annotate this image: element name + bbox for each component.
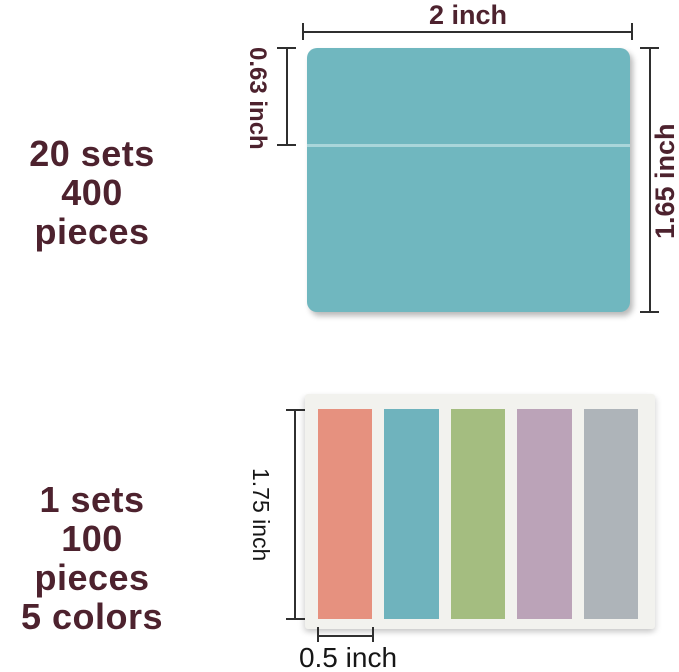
bottom-quantity-line-colors: 5 colors [20, 596, 164, 637]
tab-height-tick-bottom [286, 618, 305, 620]
tab-bar-green [450, 409, 506, 619]
tab-width-tick-left [317, 627, 319, 642]
tab-bar-teal [384, 409, 439, 619]
note-height-tick-bottom [640, 311, 659, 313]
top-quantity-text: 20 sets 400 pieces [0, 134, 184, 251]
note-width-dimension-line [303, 31, 633, 33]
tab-width-dimension-line [318, 635, 374, 637]
note-width-tick-right [631, 23, 633, 40]
tab-color-strip [318, 409, 639, 619]
note-flap-dimension-line [286, 48, 288, 146]
tab-height-tick-top [286, 409, 305, 411]
tab-height-label: 1.75 inch [248, 468, 274, 562]
note-width-tick-left [302, 23, 304, 40]
tab-sheet-illustration [305, 394, 655, 629]
note-flap-tick-bottom [277, 144, 296, 146]
tab-bar-mauve [517, 409, 572, 619]
tab-bar-coral [318, 409, 373, 619]
sticky-note-illustration [307, 48, 630, 312]
note-height-dimension-line [649, 48, 651, 313]
tab-bar-gray [583, 409, 639, 619]
tab-width-label: 0.5 inch [298, 642, 398, 672]
note-flap-height-label: 0.63 inch [244, 46, 271, 150]
note-width-label: 2 inch [428, 0, 508, 30]
tab-width-tick-right [372, 627, 374, 642]
bottom-quantity-text: 1 sets 100 pieces 5 colors [0, 480, 184, 636]
note-fold-line [307, 144, 630, 147]
note-height-label: 1.65 inch [650, 123, 679, 239]
note-height-tick-top [640, 47, 659, 49]
bottom-quantity-line-sets: 1 sets [39, 479, 145, 520]
note-flap-tick-top [277, 47, 296, 49]
top-quantity-line-pieces: 400 pieces [34, 172, 150, 252]
top-quantity-line-sets: 20 sets [29, 133, 155, 174]
tab-height-dimension-line [294, 410, 296, 620]
bottom-quantity-line-pieces: 100 pieces [34, 518, 150, 598]
